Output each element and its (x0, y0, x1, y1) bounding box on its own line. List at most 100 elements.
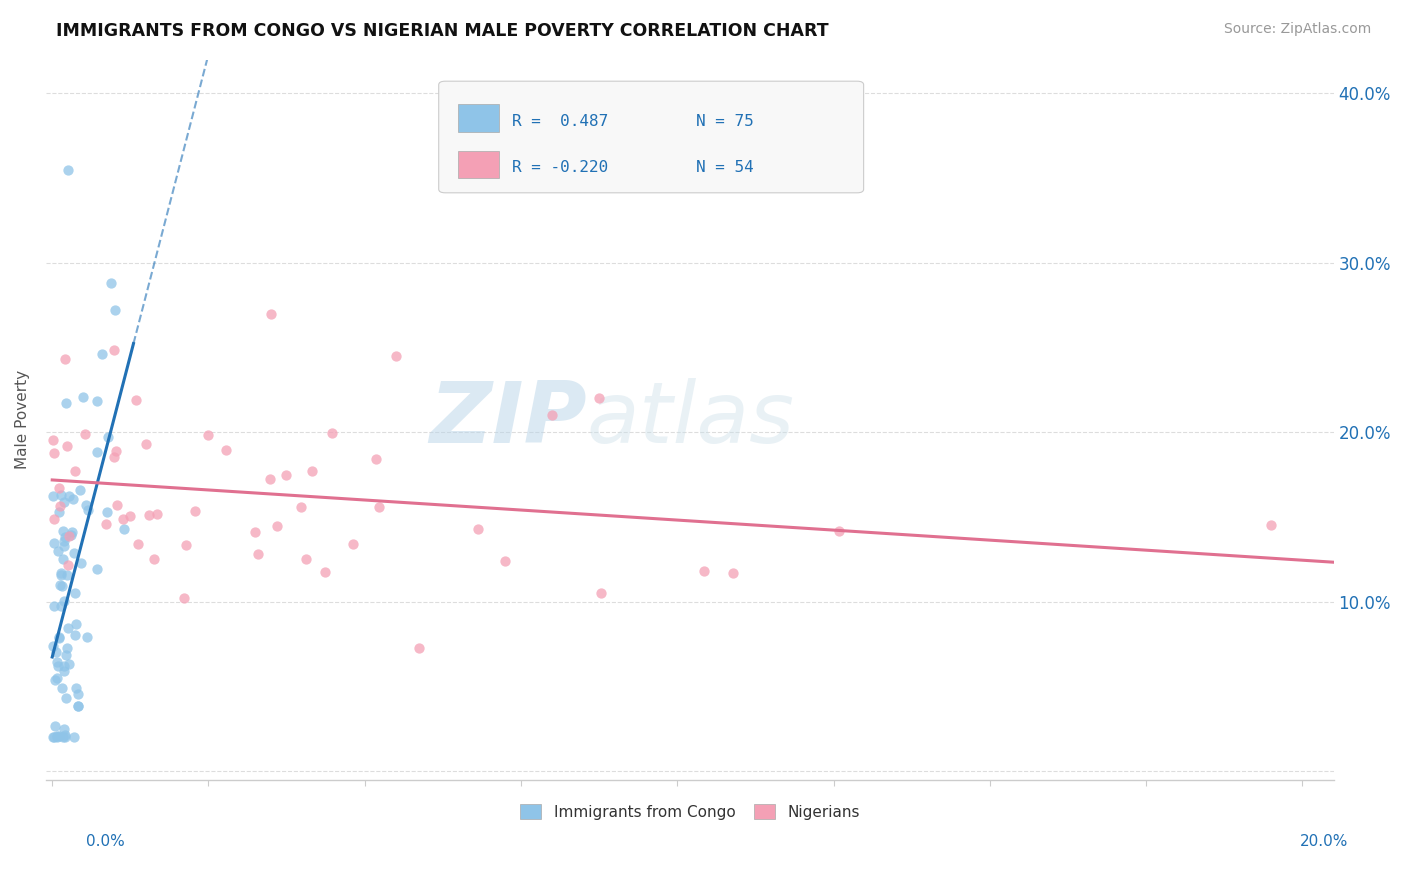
Point (42, 731, 65, 745)
Point (55, 690, 77, 705)
Point (541, 409, 564, 423)
Point (60, 525, 83, 540)
Point (53, 495, 76, 509)
FancyBboxPatch shape (458, 151, 499, 178)
Point (53, 539, 76, 553)
Point (46, 671, 69, 685)
Point (42, 731, 65, 745)
Legend: Immigrants from Congo, Nigerians: Immigrants from Congo, Nigerians (513, 798, 866, 826)
Point (52, 551, 75, 566)
Point (105, 498, 128, 512)
Point (53, 664, 76, 678)
Text: 0.0%: 0.0% (86, 834, 125, 848)
Point (104, 302, 127, 317)
Text: ZIP: ZIP (429, 378, 586, 461)
Point (55, 648, 77, 663)
Point (49, 578, 72, 592)
Point (494, 554, 516, 568)
Text: 20.0%: 20.0% (1301, 834, 1348, 848)
Point (828, 524, 851, 538)
Text: N = 75: N = 75 (696, 113, 754, 128)
Point (215, 443, 238, 458)
Point (96, 505, 118, 519)
Point (58, 657, 80, 671)
Point (86, 445, 108, 459)
Point (75, 498, 97, 512)
Point (63, 464, 86, 478)
Point (46, 544, 69, 558)
Point (76, 630, 98, 644)
Point (53, 728, 76, 742)
Point (42, 639, 65, 653)
FancyBboxPatch shape (458, 104, 499, 132)
Point (125, 392, 148, 407)
Point (301, 464, 323, 478)
Point (45, 655, 67, 669)
Point (53, 530, 76, 544)
Point (66, 698, 89, 713)
Point (42, 536, 65, 550)
Point (56, 439, 79, 453)
Point (91, 347, 114, 361)
Point (53, 731, 76, 745)
Point (69, 556, 91, 570)
Point (52, 722, 75, 736)
Text: IMMIGRANTS FROM CONGO VS NIGERIAN MALE POVERTY CORRELATION CHART: IMMIGRANTS FROM CONGO VS NIGERIAN MALE P… (56, 22, 830, 40)
Point (52, 593, 75, 607)
Point (86, 562, 108, 576)
Point (48, 729, 70, 743)
Point (44, 512, 66, 526)
Point (184, 504, 207, 518)
Point (62, 546, 84, 560)
Point (48, 632, 70, 646)
Point (174, 538, 197, 552)
Point (42, 599, 65, 614)
Point (145, 508, 167, 522)
Point (143, 552, 166, 566)
Point (46, 659, 69, 673)
Point (51, 681, 73, 695)
Point (44, 719, 66, 733)
Point (408, 641, 430, 656)
Point (52, 659, 75, 673)
Point (246, 548, 269, 562)
Point (589, 586, 612, 600)
Point (274, 467, 297, 482)
Point (45, 730, 67, 744)
Point (62, 731, 84, 745)
Point (56, 162, 79, 177)
Point (118, 508, 141, 523)
Point (56, 621, 79, 635)
Point (290, 500, 312, 514)
Point (67, 699, 90, 714)
Point (63, 586, 86, 600)
Point (243, 524, 266, 539)
Point (138, 508, 160, 522)
Point (112, 522, 135, 536)
FancyBboxPatch shape (439, 81, 863, 193)
Point (51, 524, 73, 538)
Point (56, 558, 79, 572)
Point (42, 433, 65, 447)
Point (73, 427, 96, 442)
Point (56, 567, 79, 582)
Point (260, 307, 283, 321)
Point (127, 537, 149, 551)
Point (72, 390, 94, 404)
Point (100, 277, 122, 291)
Point (46, 731, 69, 745)
Point (51, 568, 73, 582)
Point (294, 552, 316, 566)
Y-axis label: Male Poverty: Male Poverty (15, 370, 30, 469)
Point (49, 566, 72, 581)
Point (112, 512, 135, 526)
Text: atlas: atlas (586, 378, 794, 461)
Point (60, 528, 83, 542)
Point (65, 628, 87, 642)
Text: R = -0.220: R = -0.220 (512, 161, 609, 176)
Point (58, 529, 80, 543)
Point (48, 505, 70, 519)
Point (66, 687, 89, 701)
Point (105, 444, 128, 458)
Point (49, 499, 72, 513)
